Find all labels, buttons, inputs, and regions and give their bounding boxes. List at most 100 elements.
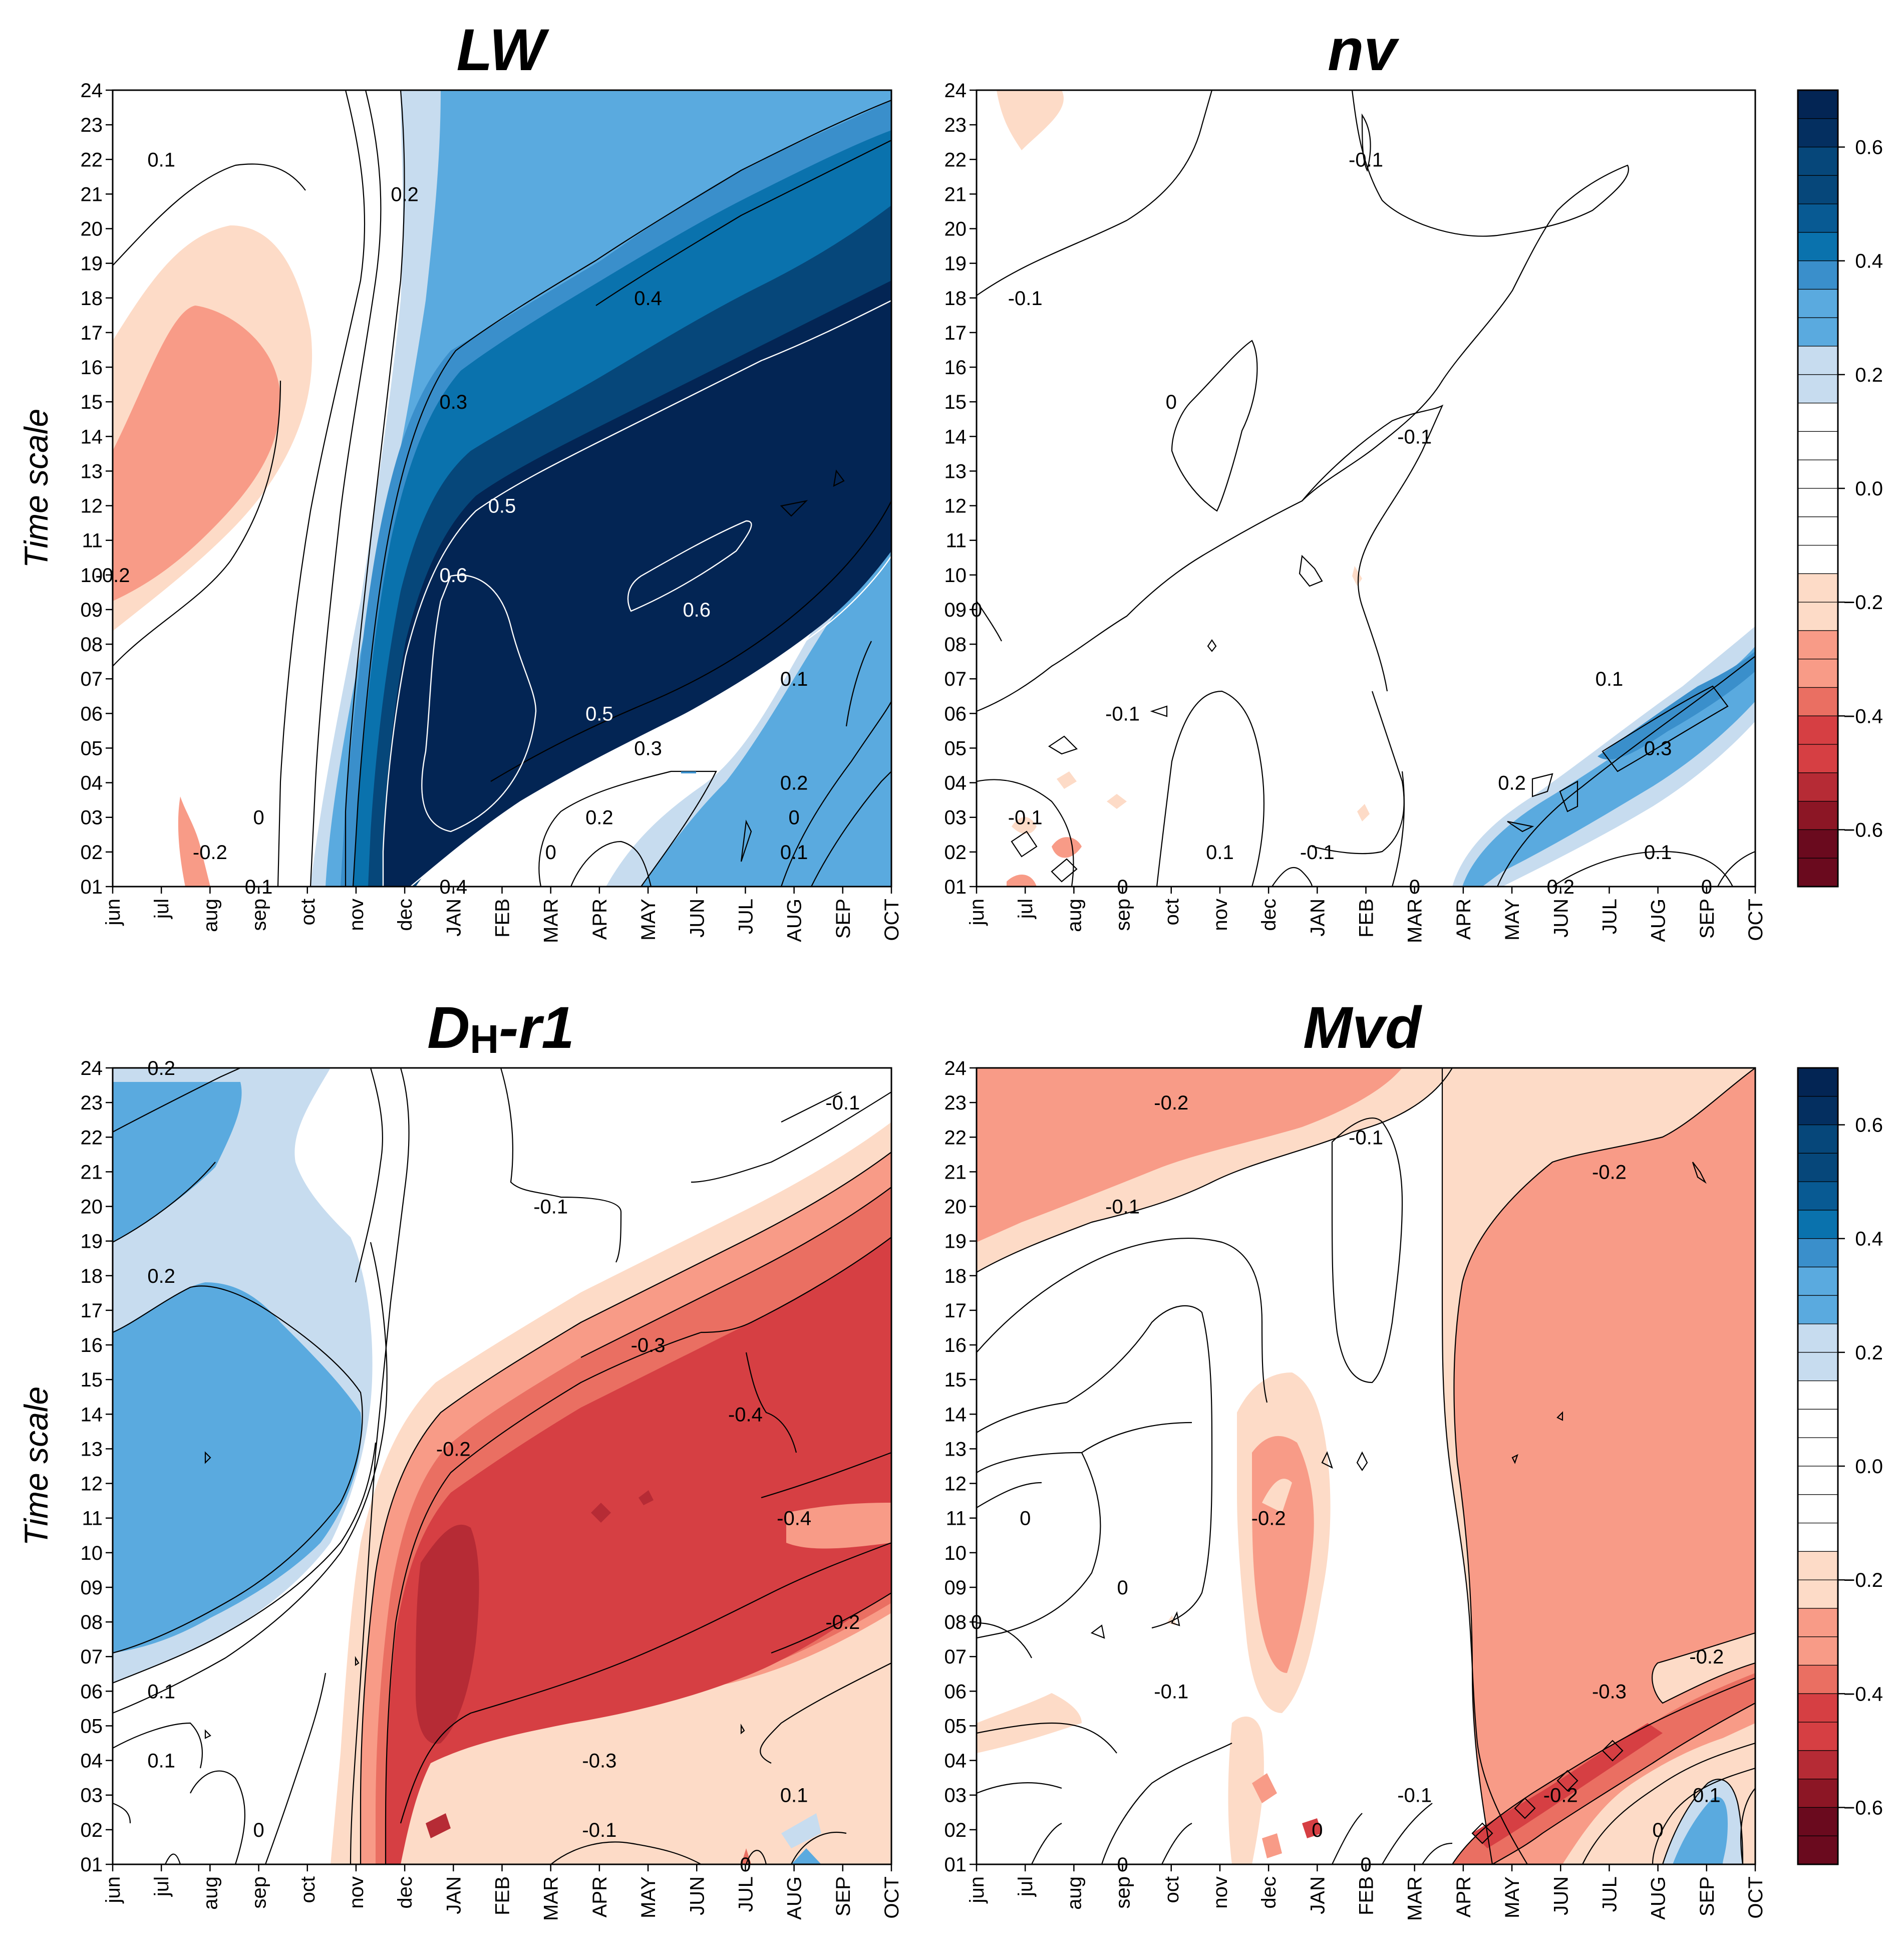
colorbar-step [1797, 1067, 1838, 1097]
y-tick-label: 01 [81, 1854, 103, 1876]
y-tick-label: 04 [944, 1750, 967, 1772]
x-tick-label: jun [966, 1876, 988, 1903]
y-tick-label: 03 [81, 807, 103, 829]
title-sub-dhr1: H [470, 1017, 499, 1061]
y-tick-label: 10 [81, 1542, 103, 1564]
contour-label: 0.1 [1596, 668, 1624, 690]
colorbar-tick-label: −0.4 [1843, 705, 1883, 727]
y-tick-label: 09 [81, 599, 103, 621]
contour-label: 0 [545, 842, 556, 864]
neg-patch-nv-2 [1052, 837, 1082, 858]
contour-label: -0.1 [1397, 426, 1432, 448]
contour-label: 0.1 [1206, 842, 1234, 864]
y-tick-label: 18 [944, 288, 967, 310]
contour-label: -0.4 [777, 1508, 811, 1530]
contour-label: -0.1 [1008, 288, 1043, 310]
y-tick-label: 01 [944, 1854, 967, 1876]
x-tick-label: MAR [540, 1876, 562, 1921]
y-tick-label: 11 [82, 530, 103, 552]
y-axis-mvd: 01 02 03 04 05 06 07 08 09 10 11 12 13 14 15 16 17 18 19 20… [944, 1057, 977, 1876]
colorbar-step [1797, 630, 1838, 660]
colorbar-step [1797, 1266, 1838, 1296]
y-tick-label: 03 [944, 807, 967, 829]
x-tick-label: MAY [638, 1876, 660, 1918]
y-tick-label: 18 [81, 1265, 103, 1287]
y-tick-label: 24 [944, 80, 967, 102]
colorbar-step [1797, 488, 1838, 517]
y-tick-label: 21 [81, 1161, 103, 1183]
colorbar-step [1797, 1181, 1838, 1211]
contour-label: -0.1 [1300, 842, 1335, 864]
x-tick-label: dec [394, 1876, 416, 1909]
neg-region-nv-a [997, 90, 1064, 150]
y-tick-label: 10 [81, 565, 103, 587]
x-tick-label: OCT [881, 899, 903, 941]
colorbar-step [1797, 175, 1838, 204]
y-tick-label: 21 [81, 183, 103, 205]
y-axis-label-dhr1: Time scale [18, 1386, 55, 1546]
colorbar-tick-label: 0.6 [1855, 137, 1883, 159]
y-tick-label: 14 [81, 426, 103, 448]
pos-patch-dhr1-5 [791, 1848, 821, 1864]
contour-label: -0.1 [825, 1092, 860, 1114]
y-tick-label: 09 [944, 599, 967, 621]
colorbar-step [1797, 544, 1838, 574]
colorbar-tick-label: −0.2 [1843, 1569, 1883, 1591]
y-tick-label: 17 [81, 322, 103, 344]
colorbar-step [1797, 602, 1838, 631]
contour-label: 0.5 [488, 495, 516, 517]
colorbar-step [1797, 118, 1838, 148]
y-axis-dhr1: 01 02 03 04 05 06 07 08 09 10 11 12 13 14 15 16 17 18 19 20… [81, 1057, 113, 1876]
colorbar-tick-label: 0.0 [1855, 1456, 1883, 1478]
x-tick-label: JUL [735, 1876, 757, 1912]
y-tick-label: 14 [81, 1404, 103, 1426]
contour-label: 0 [1653, 1819, 1664, 1841]
colorbar-tick-label: 0.2 [1855, 1342, 1883, 1364]
contour-label: -0.2 [1689, 1646, 1724, 1668]
contour-lines-lw [113, 90, 891, 887]
x-tick-label: SEP [1696, 1876, 1718, 1916]
y-tick-label: 09 [944, 1577, 967, 1599]
y-tick-label: 02 [81, 842, 103, 864]
x-tick-label: OCT [881, 1876, 903, 1918]
neg-patch-nv-6 [1007, 875, 1037, 887]
contour-label: 0.2 [780, 772, 808, 794]
y-tick-label: 22 [944, 1127, 967, 1149]
x-tick-label: JUN [686, 899, 708, 938]
contour-labels-dhr1: 0.20.20.10.10-0.1-0.1-0.1-0.2-0.2-0.3-0.… [147, 1057, 860, 1876]
colorbar-step [1797, 232, 1838, 261]
neg-region-mvd-04 [1454, 1068, 1755, 1864]
contour-label: -0.2 [1154, 1092, 1188, 1114]
colorbar-step [1797, 1466, 1838, 1495]
neg-patch-nv-4 [1107, 794, 1127, 809]
x-tick-label: aug [199, 899, 221, 932]
y-axis-lw: 01 02 03 04 05 06 07 08 09 10 11 12 13 14 15 16 17 18 19 20… [81, 80, 113, 898]
x-tick-label: OCT [1745, 899, 1767, 941]
panel-dhr1: DH-r1 Time scale [18, 995, 903, 1921]
neg-patch-mvd-1 [1252, 1773, 1277, 1803]
contour-label: -0.2 [825, 1611, 860, 1633]
x-tick-label: sep [1112, 1876, 1134, 1909]
colorbar-step [1797, 687, 1838, 716]
x-tick-label: JUN [686, 1876, 708, 1915]
neg-patch-dhr1-3 [426, 1813, 451, 1838]
y-tick-label: 23 [944, 1092, 967, 1114]
x-tick-label: FEB [492, 899, 514, 938]
y-tick-label: 08 [81, 634, 103, 656]
colorbar-step [1797, 1664, 1838, 1694]
y-tick-label: 13 [944, 1438, 967, 1460]
x-tick-label: nov [1209, 899, 1231, 931]
contour-label: 0.3 [634, 737, 662, 759]
colorbar-step [1797, 1693, 1838, 1723]
y-tick-label: 14 [944, 1404, 967, 1426]
colorbar-tick-label: −0.4 [1843, 1683, 1883, 1705]
y-tick-label: 08 [81, 1611, 103, 1633]
contour-label: 0.3 [440, 391, 468, 413]
colorbar-step [1797, 772, 1838, 802]
x-tick-label: aug [199, 1876, 221, 1910]
y-tick-label: 10 [944, 1542, 967, 1564]
panel-mvd: Mvd [944, 995, 1767, 1921]
x-tick-label: MAR [1404, 899, 1426, 943]
colorbar-step [1797, 744, 1838, 773]
colorbar-step [1797, 1579, 1838, 1609]
